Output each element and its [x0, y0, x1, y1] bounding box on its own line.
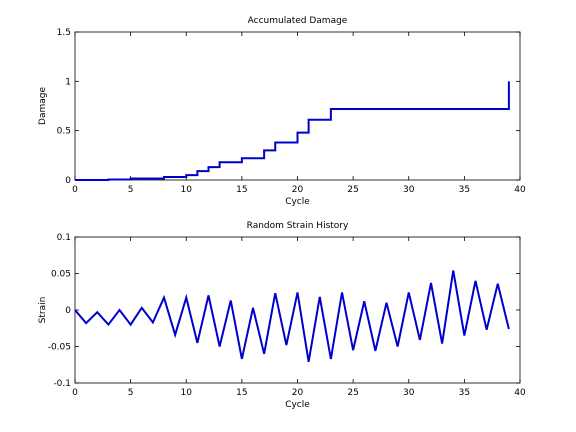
strain-x-axis-label: Cycle [285, 400, 310, 410]
strain-x-tick-label: 30 [403, 388, 415, 398]
damage-x-tick-label: 30 [403, 185, 415, 195]
strain-x-tick-label: 0 [72, 388, 78, 398]
damage-chart-title: Accumulated Damage [248, 16, 348, 26]
damage-x-tick-label: 40 [514, 185, 526, 195]
damage-x-tick-label: 15 [236, 185, 247, 195]
strain-series-line [74, 270, 510, 362]
strain-x-tick-label: 35 [459, 388, 470, 398]
damage-x-tick-label: 5 [128, 185, 134, 195]
damage-y-tick-label: 0.5 [57, 127, 71, 137]
strain-chart-title: Random Strain History [247, 221, 349, 231]
strain-y-tick-label: -0.1 [53, 379, 71, 389]
strain-x-tick-label: 5 [128, 388, 134, 398]
strain-x-tick-label: 15 [236, 388, 247, 398]
damage-x-axis-label: Cycle [285, 197, 310, 207]
damage-x-tick-label: 35 [459, 185, 470, 195]
damage-panel: Accumulated Damage Cycle Damage 0 5 10 15 20… [38, 16, 526, 207]
strain-y-tick-label: 0.05 [51, 270, 71, 280]
strain-x-tick-label: 25 [347, 388, 358, 398]
strain-x-tick-label: 40 [514, 388, 526, 398]
damage-y-axis-label: Damage [38, 87, 48, 125]
strain-y-tick-label: 0 [65, 306, 71, 316]
strain-y-tick-label: -0.05 [48, 343, 71, 353]
strain-y-axis-label: Strain [38, 297, 48, 324]
damage-x-tick-label: 0 [72, 185, 78, 195]
damage-y-tick-label: 1.5 [57, 28, 71, 38]
strain-panel: Random Strain History Cycle Strain 0 5 10 1… [38, 221, 526, 410]
damage-y-tick-label: 1 [65, 77, 71, 87]
damage-axes-frame [74, 31, 521, 181]
strain-axes-frame [74, 236, 521, 384]
damage-series-line [75, 81, 510, 181]
strain-y-tick-label: 0.1 [57, 233, 71, 243]
damage-x-tick-label: 25 [347, 185, 358, 195]
strain-x-tick-label: 10 [181, 388, 193, 398]
damage-y-tick-label: 0 [65, 176, 71, 186]
strain-x-tick-label: 20 [292, 388, 304, 398]
damage-x-tick-label: 20 [292, 185, 304, 195]
damage-x-tick-label: 10 [181, 185, 193, 195]
